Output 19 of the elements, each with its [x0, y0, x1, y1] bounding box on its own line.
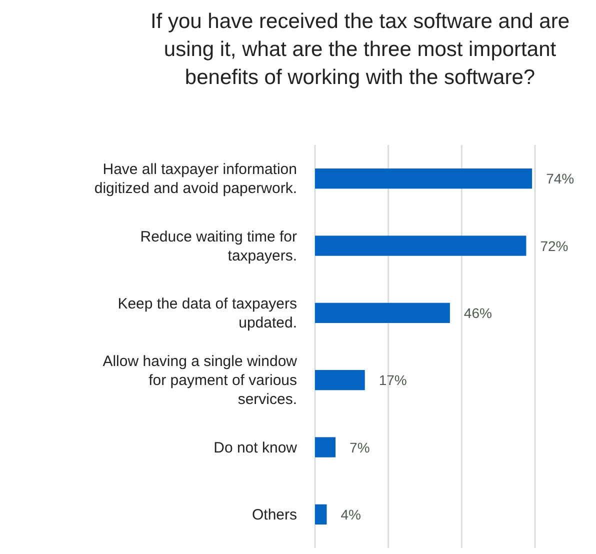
y-tick-label: Allow having a single window for payment of various services.	[102, 353, 298, 408]
y-tick-label: Have all taxpayer information digitized and avoid paperwork.	[94, 161, 297, 198]
bar	[315, 302, 450, 323]
bar	[315, 236, 526, 256]
bar	[315, 168, 532, 189]
bar	[315, 504, 327, 524]
data-label: 17%	[378, 372, 407, 388]
data-label: 46%	[464, 304, 492, 321]
bar	[315, 437, 336, 458]
data-label: 4%	[340, 506, 361, 522]
bar	[315, 370, 365, 390]
y-tick-label: Reduce waiting time for taxpayers.	[140, 228, 297, 264]
y-tick-label: Others	[252, 506, 297, 524]
data-label: 7%	[350, 439, 370, 456]
data-label: 74%	[546, 170, 574, 187]
y-tick-label: Do not know	[214, 439, 298, 456]
y-tick-label: Keep the data of taxpayers updated.	[118, 295, 297, 332]
data-label: 72%	[540, 238, 568, 254]
chart-title: If you have received the tax software and are using it, what are the three most important benefits of working with the software?	[150, 10, 570, 89]
